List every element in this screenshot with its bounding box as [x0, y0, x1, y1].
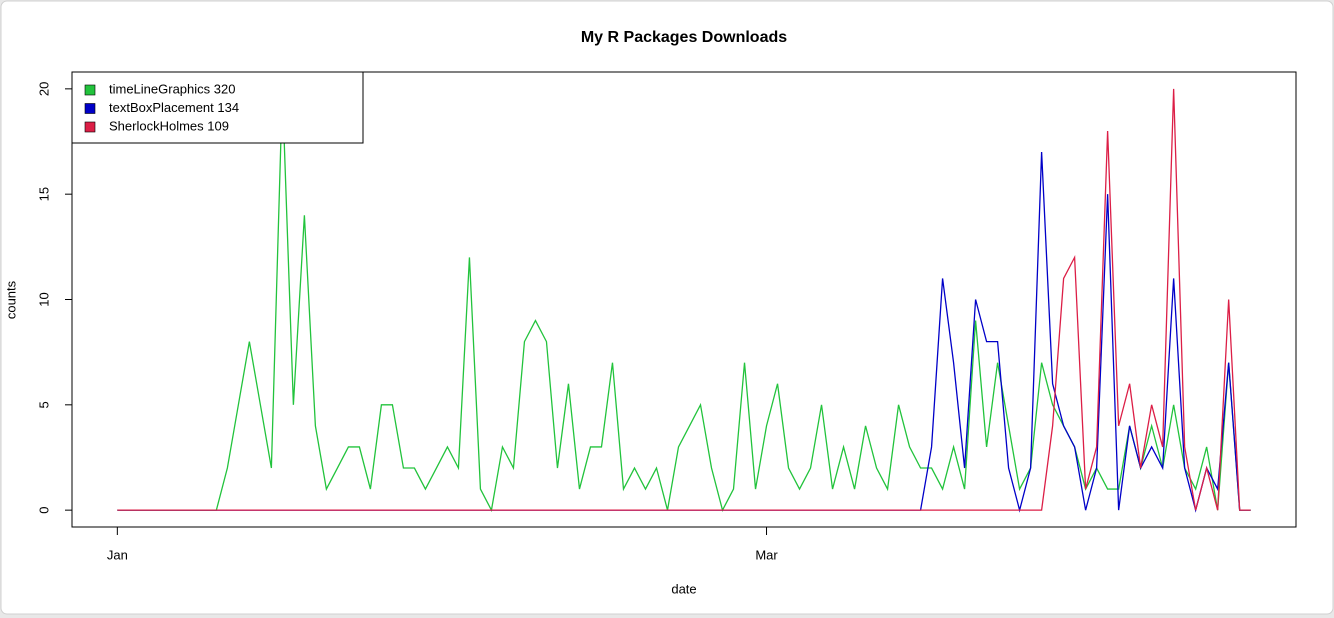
- x-axis-label: date: [671, 581, 696, 596]
- x-tick-label: Jan: [107, 547, 128, 562]
- legend-swatch: [84, 84, 96, 96]
- x-tick-label: Mar: [755, 547, 778, 562]
- legend-label: SherlockHolmes 109: [109, 118, 229, 133]
- legend-label: timeLineGraphics 320: [109, 81, 235, 96]
- y-tick-label: 20: [36, 82, 51, 96]
- y-axis-label: counts: [3, 280, 18, 319]
- y-tick-label: 15: [36, 187, 51, 201]
- legend-box: [71, 71, 364, 144]
- series-line: [117, 88, 1251, 511]
- chart-title: My R Packages Downloads: [581, 29, 787, 46]
- y-tick-label: 0: [36, 507, 51, 514]
- series-line: [117, 88, 1251, 513]
- legend-swatch: [84, 121, 96, 133]
- legend-swatch: [84, 103, 96, 114]
- y-tick-label: 10: [36, 292, 51, 306]
- y-tick-label: 5: [36, 401, 51, 408]
- legend-label: textBoxPlacement 134: [109, 100, 239, 115]
